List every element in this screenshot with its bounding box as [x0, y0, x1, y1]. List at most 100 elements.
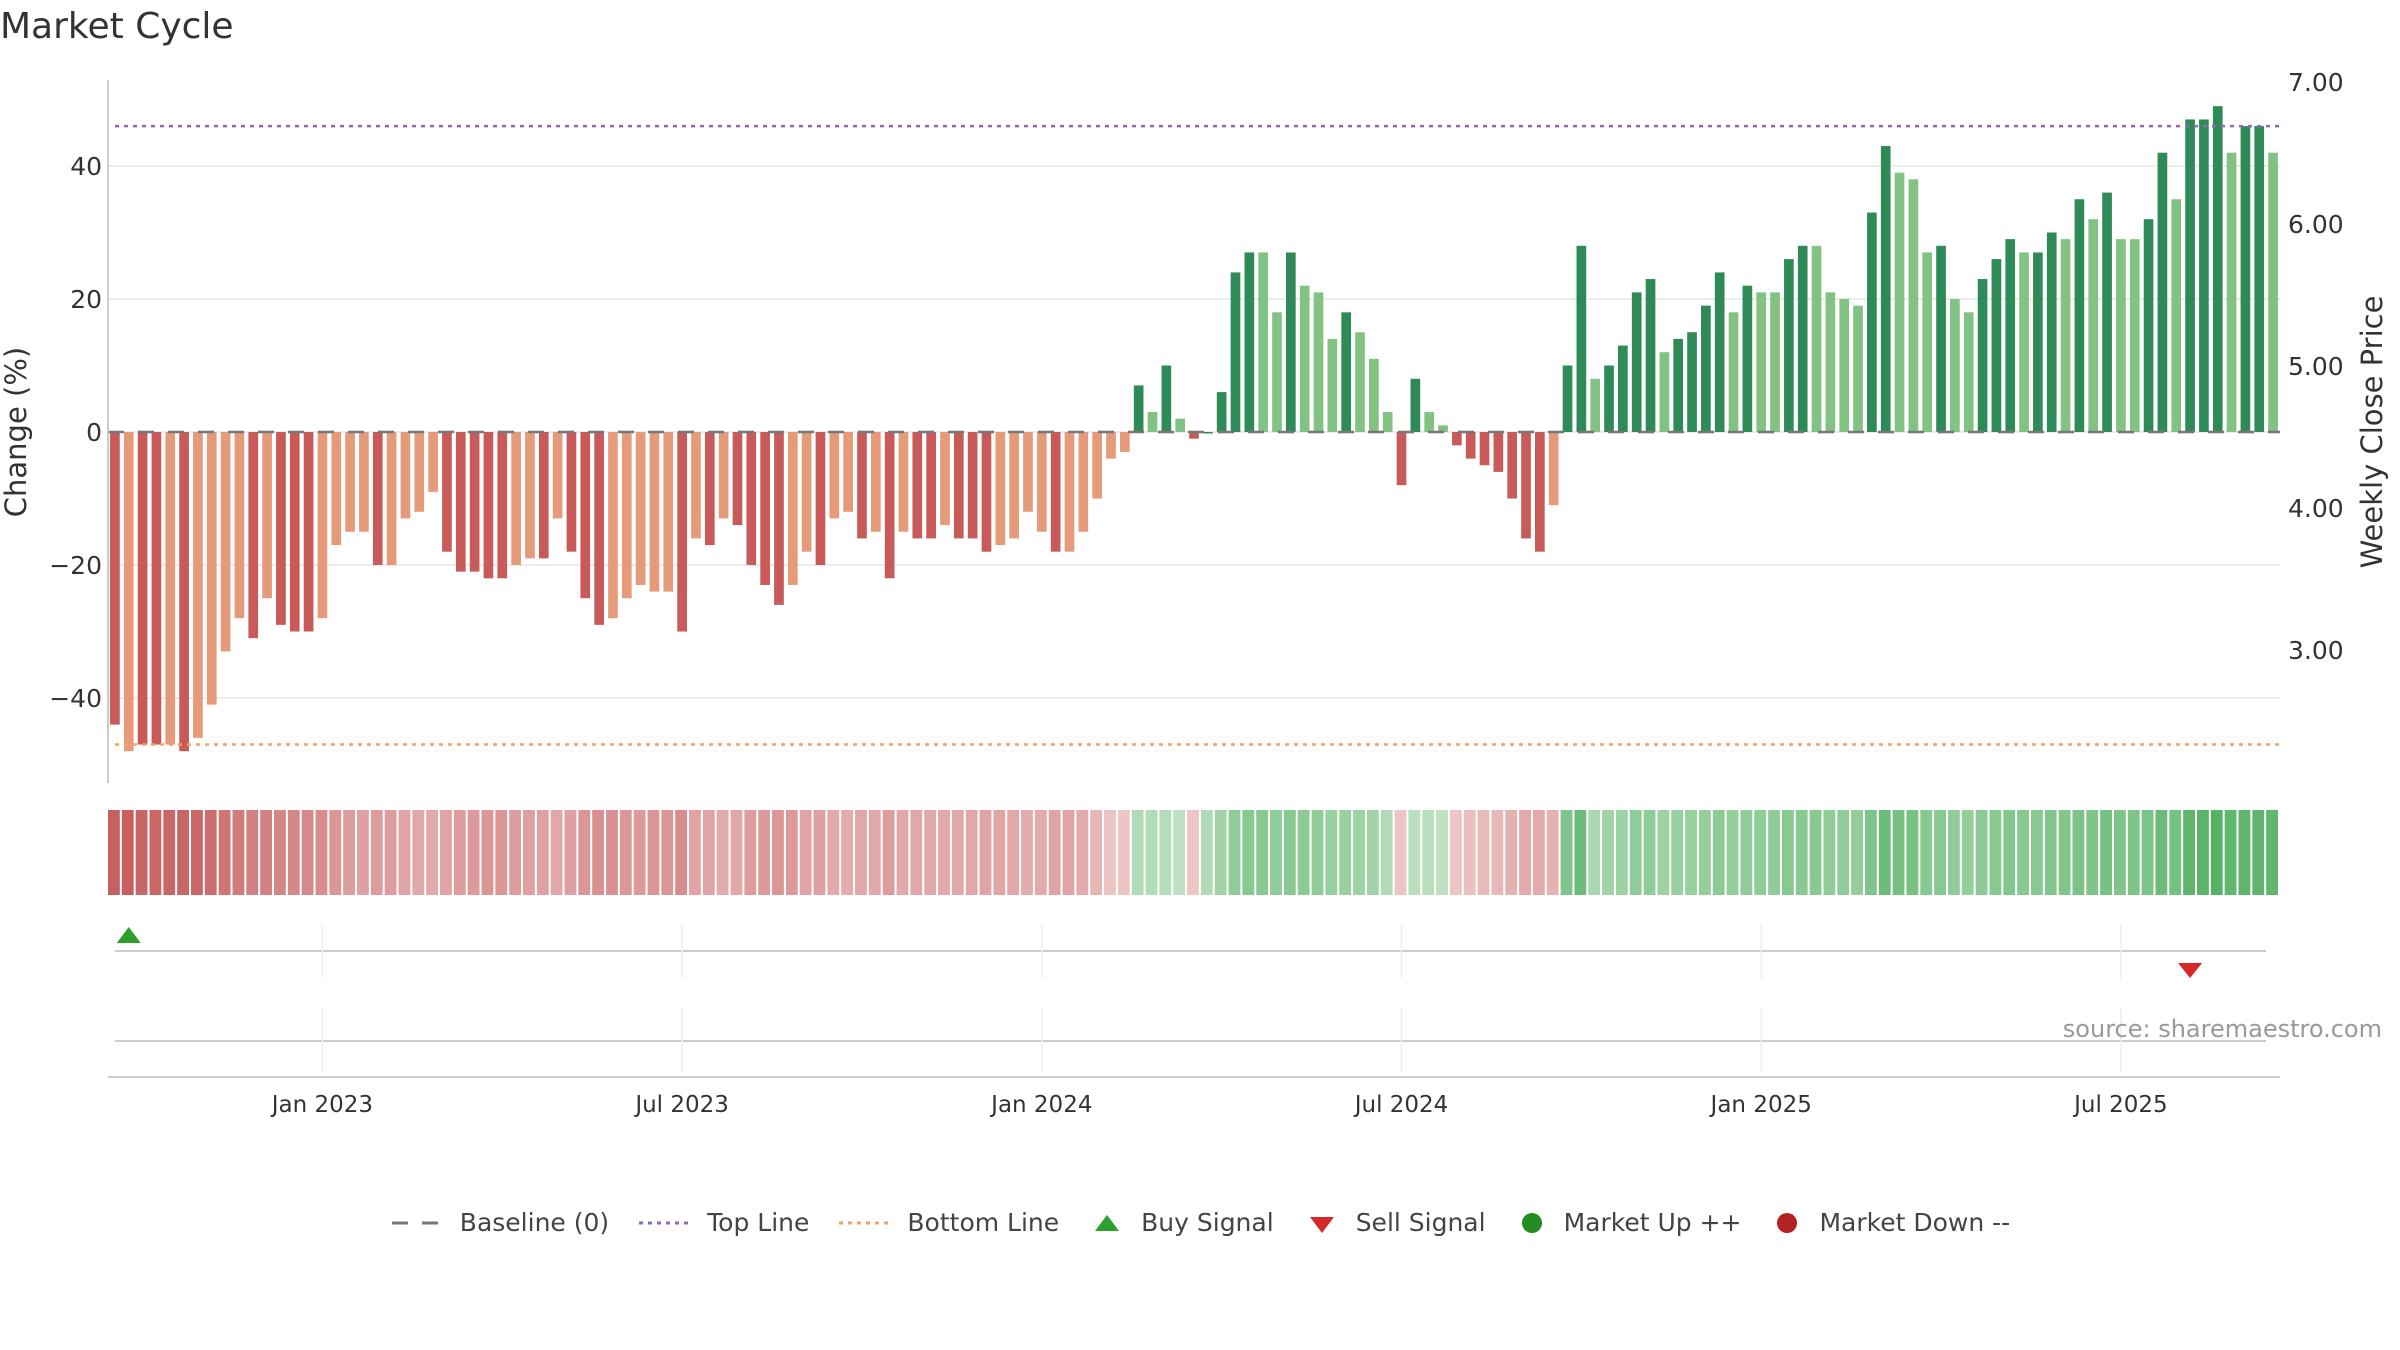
bar [1396, 432, 1407, 486]
heat-cell [523, 810, 535, 895]
legend-top-line[interactable]: Top Line [637, 1208, 809, 1237]
bar [1507, 432, 1518, 499]
market-up-dot-icon [1521, 1212, 1542, 1233]
bar [1825, 292, 1836, 432]
bottom-line-swatch [839, 1221, 892, 1224]
bar [303, 432, 314, 632]
bar [372, 432, 383, 565]
y-tick-label: −20 [49, 551, 102, 580]
heat-cell [1588, 810, 1601, 895]
heat-cell [1712, 810, 1725, 895]
bar [1119, 432, 1130, 452]
bar [1576, 245, 1587, 432]
y2-tick-label: 7.00 [2288, 68, 2344, 97]
heat-cell [689, 810, 701, 895]
heat-cell [993, 810, 1006, 895]
bar [1687, 332, 1697, 432]
bar [1230, 272, 1241, 432]
bar [1756, 292, 1767, 432]
y-tick-label: −40 [49, 684, 102, 713]
bar [2116, 239, 2126, 432]
heat-cell [467, 810, 480, 895]
heat-cell [2169, 810, 2182, 895]
legend-bottom-line[interactable]: Bottom Line [837, 1208, 1059, 1237]
heat-cell [965, 810, 978, 895]
bar [331, 432, 342, 546]
heat-cell [1256, 810, 1269, 895]
legend-buy-signal[interactable]: Buy Signal [1087, 1208, 1274, 1237]
bar [428, 432, 438, 492]
legend-market-down[interactable]: Market Down -- [1769, 1208, 2010, 1237]
bar [732, 432, 743, 526]
heat-cell [1560, 810, 1573, 895]
heat-cell [896, 810, 909, 895]
heat-cell [2058, 810, 2071, 895]
heat-cell [1021, 810, 1033, 895]
bar [1922, 252, 1933, 432]
bar [1272, 312, 1282, 432]
axis-layer: −40 −20 0 20 40 3.00 4.00 5.00 6.00 7.00 [49, 68, 2344, 783]
bar [1023, 432, 1033, 512]
bar [898, 432, 909, 532]
heat-cell [1159, 810, 1172, 895]
bar [1161, 365, 1172, 432]
bar [1728, 312, 1739, 432]
bar [981, 432, 992, 552]
bar [926, 432, 936, 539]
heat-cell [675, 810, 688, 895]
bar [1936, 245, 1946, 432]
heat-cell [163, 810, 176, 895]
bar [1673, 338, 1684, 432]
bar [953, 432, 964, 539]
bar [234, 432, 245, 619]
bar [691, 432, 701, 539]
bar [1977, 279, 1988, 432]
heat-cell [2044, 810, 2057, 895]
bar [248, 432, 259, 639]
legend-market-up[interactable]: Market Up ++ [1514, 1208, 1741, 1237]
bar [1369, 358, 1379, 432]
top-line-swatch [639, 1221, 692, 1224]
legend-buy-signal-label: Buy Signal [1141, 1208, 1274, 1237]
heat-cell [384, 810, 397, 895]
heat-cell [924, 810, 937, 895]
bar [843, 432, 853, 512]
heat-cell [799, 810, 812, 895]
heat-cell [1104, 810, 1116, 895]
legend-sell-signal[interactable]: Sell Signal [1302, 1208, 1486, 1237]
legend-baseline[interactable]: Baseline (0) [390, 1208, 609, 1237]
heat-cell [1961, 810, 1974, 895]
heat-cell [1283, 810, 1296, 895]
bar [2157, 152, 2168, 432]
bar [2185, 119, 2195, 432]
heat-cell [730, 810, 743, 895]
heat-cell [108, 810, 120, 895]
bar [1963, 312, 1974, 432]
bar [1175, 418, 1185, 432]
heat-cell [1034, 810, 1047, 895]
x-tick-label: Jan 2023 [270, 1092, 373, 1118]
bar [594, 432, 604, 625]
bar [1216, 392, 1227, 432]
heat-cell [1906, 810, 1919, 895]
heat-cell [606, 810, 618, 895]
heat-cell [1408, 810, 1421, 895]
heat-cell [938, 810, 950, 895]
heat-cell [315, 810, 328, 895]
bar [1590, 378, 1601, 432]
heat-cell [218, 810, 231, 895]
heat-cell [855, 810, 867, 895]
bar [2046, 232, 2057, 432]
bar [884, 432, 895, 579]
bar [1244, 252, 1255, 432]
heat-cell [287, 810, 300, 895]
heat-cell [1090, 810, 1103, 895]
bar [1645, 279, 1656, 432]
heat-cell [1532, 810, 1545, 895]
y2-tick-label: 3.00 [2288, 636, 2344, 665]
heat-cell [2224, 810, 2237, 895]
heat-cell [1602, 810, 1614, 895]
bar [1797, 245, 1808, 432]
bar [635, 432, 646, 585]
